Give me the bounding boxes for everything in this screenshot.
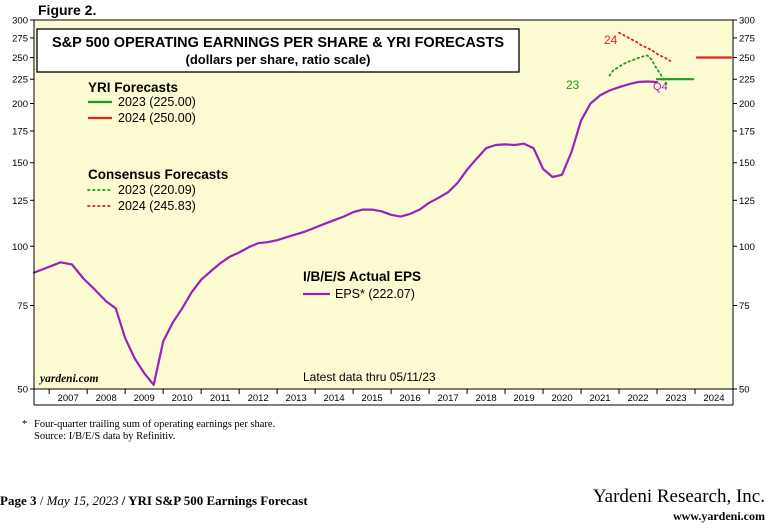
left-ytick-label: 125 <box>12 196 28 207</box>
xtick-label: 2013 <box>286 393 307 404</box>
legend-yri-2023-label: 2023 (225.00) <box>118 95 196 109</box>
eps-actual-line <box>32 80 659 386</box>
left-ytick-label: 100 <box>12 242 28 253</box>
chart-title: S&P 500 OPERATING EARNINGS PER SHARE & Y… <box>52 35 504 51</box>
watermark: yardeni.com <box>38 373 99 385</box>
footer-left: Page 3 / May 15, 2023 / YRI S&P 500 Earn… <box>0 493 308 508</box>
left-y-axis: 50 75 100 125 150 175 200 225 250 275 300 <box>12 16 34 396</box>
xtick-label: 2021 <box>589 393 610 404</box>
xtick-label: 2014 <box>324 393 345 404</box>
left-ytick-label: 200 <box>12 99 28 110</box>
footer-url: www.yardeni.com <box>673 509 765 523</box>
footer-date: May 15, 2023 <box>46 493 119 508</box>
consensus-2024-line <box>618 31 672 62</box>
left-ytick-label: 250 <box>12 53 28 64</box>
figure-label: Figure 2. <box>38 2 97 18</box>
xtick-label: 2022 <box>627 393 648 404</box>
xtick-label: 2011 <box>210 393 230 404</box>
footer-page: Page 3 <box>0 493 37 508</box>
footer-report: YRI S&P 500 Earnings Forecast <box>128 493 308 508</box>
left-ytick-label: 75 <box>17 301 28 312</box>
q4-annotation: Q4 <box>653 81 668 93</box>
left-ytick-label: 150 <box>12 158 28 169</box>
xtick-label: 2015 <box>362 393 383 404</box>
right-ytick-label: 200 <box>739 99 755 110</box>
footnote-line-1: Four-quarter trailing sum of operating e… <box>34 419 276 430</box>
xtick-label: 2016 <box>400 393 421 404</box>
xtick-label: 2024 <box>703 393 724 404</box>
xtick-label: 2023 <box>665 393 686 404</box>
right-ytick-label: 175 <box>739 127 755 138</box>
right-ytick-label: 275 <box>739 33 755 44</box>
left-ytick-label: 275 <box>12 33 28 44</box>
legend-consensus-heading: Consensus Forecasts <box>88 167 228 182</box>
right-ytick-label: 50 <box>739 385 750 396</box>
consensus-2023-line <box>608 54 668 85</box>
legend-eps-label: EPS* (222.07) <box>335 287 415 301</box>
right-ytick-label: 225 <box>739 75 755 86</box>
left-ytick-label: 50 <box>17 385 28 396</box>
legend-consensus-2023-label: 2023 (220.09) <box>118 183 196 197</box>
xtick-label: 2010 <box>172 393 193 404</box>
plot-background <box>34 20 733 389</box>
right-ytick-label: 100 <box>739 242 755 253</box>
legend-actual-heading: I/B/E/S Actual EPS <box>303 269 421 284</box>
right-y-axis: 50 75 100 125 150 175 200 225 250 275 300 <box>733 16 755 396</box>
left-ytick-label: 300 <box>12 16 28 27</box>
xtick-label: 2008 <box>96 393 117 404</box>
footer-org: Yardeni Research, Inc. <box>592 486 765 507</box>
xtick-label: 2019 <box>513 393 534 404</box>
xtick-label: 2018 <box>476 393 497 404</box>
left-ytick-label: 175 <box>12 127 28 138</box>
right-ytick-label: 300 <box>739 16 755 27</box>
left-ytick-label: 225 <box>12 75 28 86</box>
consensus-2023-annotation: 23 <box>566 78 580 92</box>
right-ytick-label: 250 <box>739 53 755 64</box>
legend-yri-heading: YRI Forecasts <box>88 80 178 95</box>
series-layer <box>32 31 733 386</box>
xtick-label: 2007 <box>58 393 79 404</box>
right-ytick-label: 150 <box>739 158 755 169</box>
latest-data-note: Latest data thru 05/11/23 <box>303 370 436 384</box>
xtick-label: 2009 <box>134 393 155 404</box>
right-ytick-label: 75 <box>739 301 750 312</box>
footnote-marker: * <box>22 419 28 430</box>
xtick-label: 2017 <box>438 393 459 404</box>
x-axis: 2007 2008 2009 2010 2011 2012 2013 2014 2015 2016… <box>33 389 734 406</box>
title-box <box>36 28 520 73</box>
right-ytick-label: 125 <box>739 196 755 207</box>
plot-frame <box>33 19 734 390</box>
xtick-label: 2020 <box>551 393 572 404</box>
legend-consensus-2024-label: 2024 (245.83) <box>118 199 196 213</box>
footnote-line-2: Source: I/B/E/S data by Refinitiv. <box>34 431 176 442</box>
chart-subtitle: (dollars per share, ratio scale) <box>186 52 371 67</box>
xtick-label: 2012 <box>248 393 269 404</box>
consensus-2024-annotation: 24 <box>604 33 618 47</box>
footer-right: Yardeni Research, Inc. www.yardeni.com <box>593 487 765 524</box>
legend-yri-2024-label: 2024 (250.00) <box>118 111 196 125</box>
